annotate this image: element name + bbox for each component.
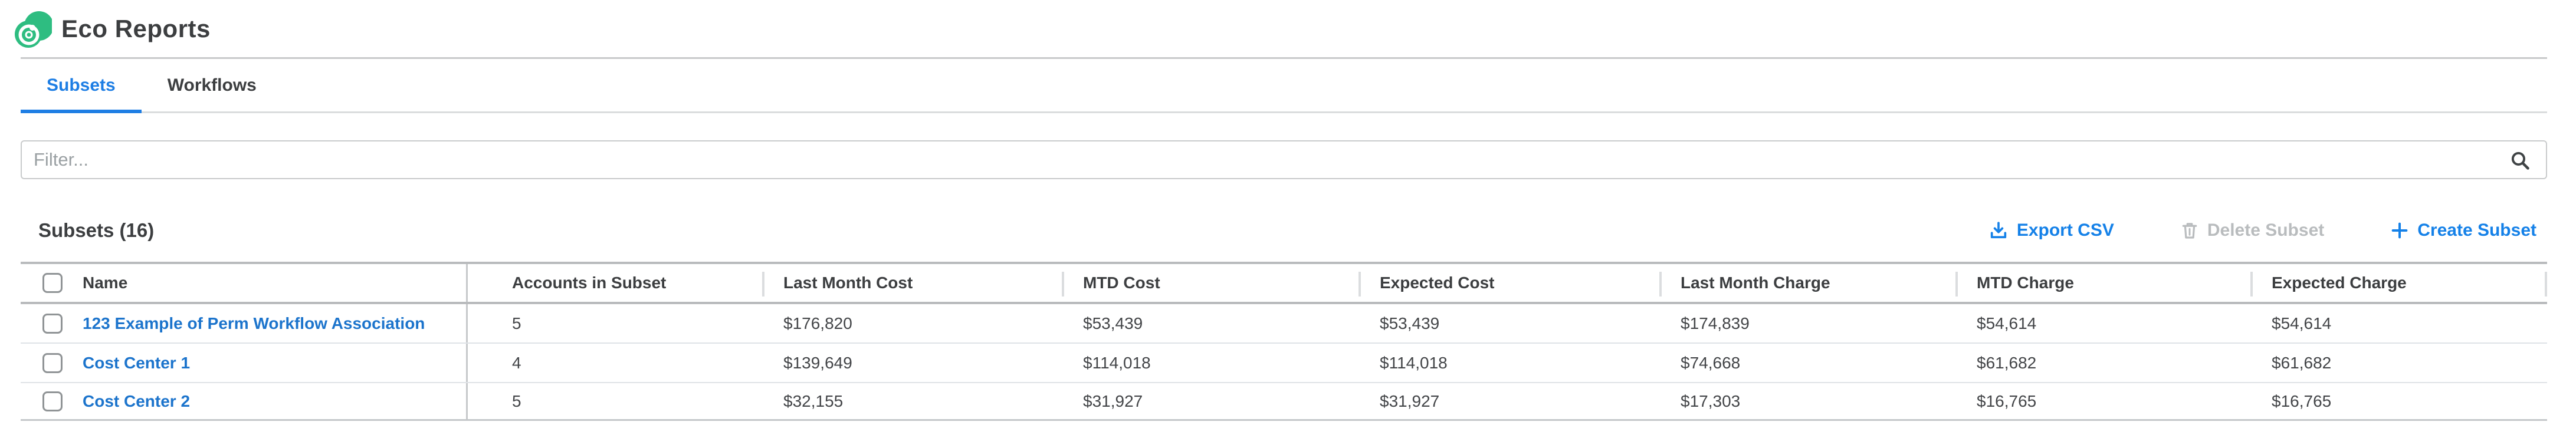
column-header-accounts-in-subset: Accounts in Subset <box>466 264 762 302</box>
delete-subset-button[interactable]: Delete Subset <box>2180 220 2324 240</box>
export-csv-button[interactable]: Export CSV <box>1988 220 2114 240</box>
cell-expected-charge: $54,614 <box>2272 314 2332 332</box>
cell-last-month-charge: $17,303 <box>1681 391 1741 410</box>
filter-input[interactable] <box>22 141 2546 178</box>
subset-name-link[interactable]: Cost Center 2 <box>83 391 191 410</box>
table-header-row: Name Accounts in Subset Last Month Cost … <box>21 264 2547 304</box>
cell-last-month-charge: $74,668 <box>1681 353 1741 372</box>
cell-mtd-cost: $31,927 <box>1083 391 1143 410</box>
column-header-name: Name <box>83 274 128 292</box>
row-checkbox[interactable] <box>42 313 63 334</box>
cell-mtd-cost: $114,018 <box>1083 353 1151 372</box>
column-header-mtd-charge: MTD Charge <box>1955 264 2250 302</box>
filter-bar <box>21 140 2547 179</box>
cell-mtd-cost: $53,439 <box>1083 314 1143 332</box>
column-header-mtd-cost: MTD Cost <box>1062 264 1358 302</box>
tab-workflows[interactable]: Workflows <box>167 75 257 95</box>
row-checkbox[interactable] <box>42 391 63 411</box>
cell-last-month-cost: $176,820 <box>783 314 852 332</box>
header-divider <box>21 57 2547 59</box>
cell-mtd-charge: $16,765 <box>1977 391 2037 410</box>
subsets-table: Name Accounts in Subset Last Month Cost … <box>21 262 2547 421</box>
section-title: Subsets (16) <box>38 219 155 241</box>
row-checkbox[interactable] <box>42 352 63 373</box>
app-header: Eco Reports <box>0 0 2576 57</box>
table-row: Cost Center 2 5 $32,155 $31,927 $31,927 … <box>21 383 2547 421</box>
create-subset-label: Create Subset <box>2417 220 2536 240</box>
cell-accounts-in-subset: 5 <box>466 383 762 419</box>
cell-expected-charge: $16,765 <box>2272 391 2332 410</box>
create-subset-button[interactable]: Create Subset <box>2390 220 2536 240</box>
table-row: Cost Center 1 4 $139,649 $114,018 $114,0… <box>21 344 2547 383</box>
cell-expected-cost: $31,927 <box>1380 391 1440 410</box>
cell-last-month-cost: $32,155 <box>783 391 844 410</box>
action-buttons: Export CSV Delete Subset Create Subset <box>1988 220 2536 240</box>
delete-subset-label: Delete Subset <box>2207 220 2325 240</box>
plus-icon <box>2391 222 2408 239</box>
column-header-expected-charge: Expected Charge <box>2250 264 2547 302</box>
tab-subsets[interactable]: Subsets <box>21 59 142 113</box>
search-icon <box>2511 151 2529 170</box>
cell-expected-cost: $53,439 <box>1380 314 1440 332</box>
cell-last-month-charge: $174,839 <box>1681 314 1750 332</box>
trash-icon <box>2182 223 2197 239</box>
cell-mtd-charge: $61,682 <box>1977 353 2037 372</box>
subset-name-link[interactable]: Cost Center 1 <box>83 353 191 372</box>
download-icon <box>1990 222 2006 239</box>
cell-accounts-in-subset: 5 <box>466 304 762 342</box>
cell-expected-charge: $61,682 <box>2272 353 2332 372</box>
column-header-expected-cost: Expected Cost <box>1358 264 1659 302</box>
section-header: Subsets (16) Export CSV Delete Subset <box>38 213 2536 248</box>
cell-accounts-in-subset: 4 <box>466 344 762 382</box>
cell-mtd-charge: $54,614 <box>1977 314 2037 332</box>
export-csv-label: Export CSV <box>2016 220 2114 240</box>
page-title: Eco Reports <box>61 14 211 42</box>
app-logo-icon <box>15 11 52 48</box>
cell-last-month-cost: $139,649 <box>783 353 852 372</box>
subset-name-link[interactable]: 123 Example of Perm Workflow Association <box>83 314 425 332</box>
select-all-checkbox[interactable] <box>42 273 63 293</box>
column-header-last-month-cost: Last Month Cost <box>762 264 1062 302</box>
table-row: 123 Example of Perm Workflow Association… <box>21 304 2547 344</box>
tab-bar: Subsets Workflows <box>21 59 2547 113</box>
cell-expected-cost: $114,018 <box>1380 353 1448 372</box>
column-header-last-month-charge: Last Month Charge <box>1659 264 1955 302</box>
